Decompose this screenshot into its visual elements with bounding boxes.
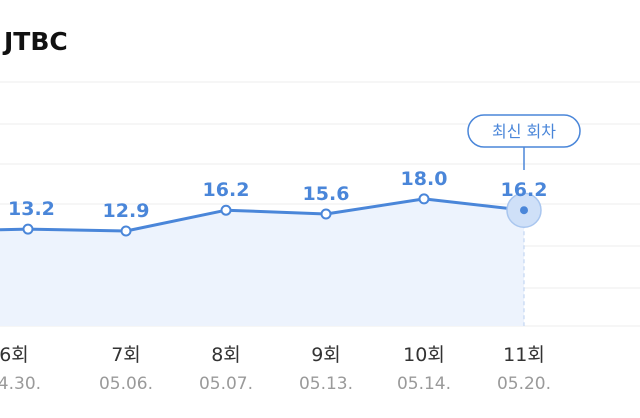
badge-box (467, 114, 581, 148)
date-label: 05.07. (199, 374, 253, 394)
value-label: 18.0 (401, 168, 448, 190)
badge-label: 최신 회차 (492, 122, 556, 141)
x-axis-labels: 6회 04.30. 7회 05.06. 8회 05.07. 9회 05.13. 10회 05.14… (0, 344, 551, 394)
value-label: 15.6 (303, 183, 350, 205)
date-label: 05.06. (99, 374, 153, 394)
value-label: 16.2 (203, 179, 250, 201)
episode-label: 8회 (211, 344, 241, 366)
data-point (418, 193, 430, 205)
data-point (22, 223, 34, 235)
value-label: 13.2 (8, 198, 55, 220)
value-label: 12.9 (103, 200, 150, 222)
episode-label: 9회 (311, 344, 341, 366)
episode-label: 11회 (503, 344, 545, 366)
episode-label: 7회 (111, 344, 141, 366)
channel-title: JTBC (4, 27, 68, 56)
data-point (220, 204, 232, 216)
data-points (22, 192, 542, 237)
value-labels: 13.2 12.9 16.2 15.6 18.0 16.2 (8, 168, 547, 222)
data-point (520, 206, 528, 215)
data-point (320, 208, 332, 220)
date-label: 05.20. (497, 374, 551, 394)
latest-episode-badge: 최신 회차 (467, 114, 581, 148)
date-label: 04.30. (0, 374, 41, 394)
episode-label: 10회 (403, 344, 445, 366)
episode-label: 6회 (0, 344, 29, 366)
date-label: 05.13. (299, 374, 353, 394)
date-label: 05.14. (397, 374, 451, 394)
data-point (120, 225, 132, 237)
area-fill (0, 198, 524, 326)
value-label: 16.2 (501, 179, 548, 201)
